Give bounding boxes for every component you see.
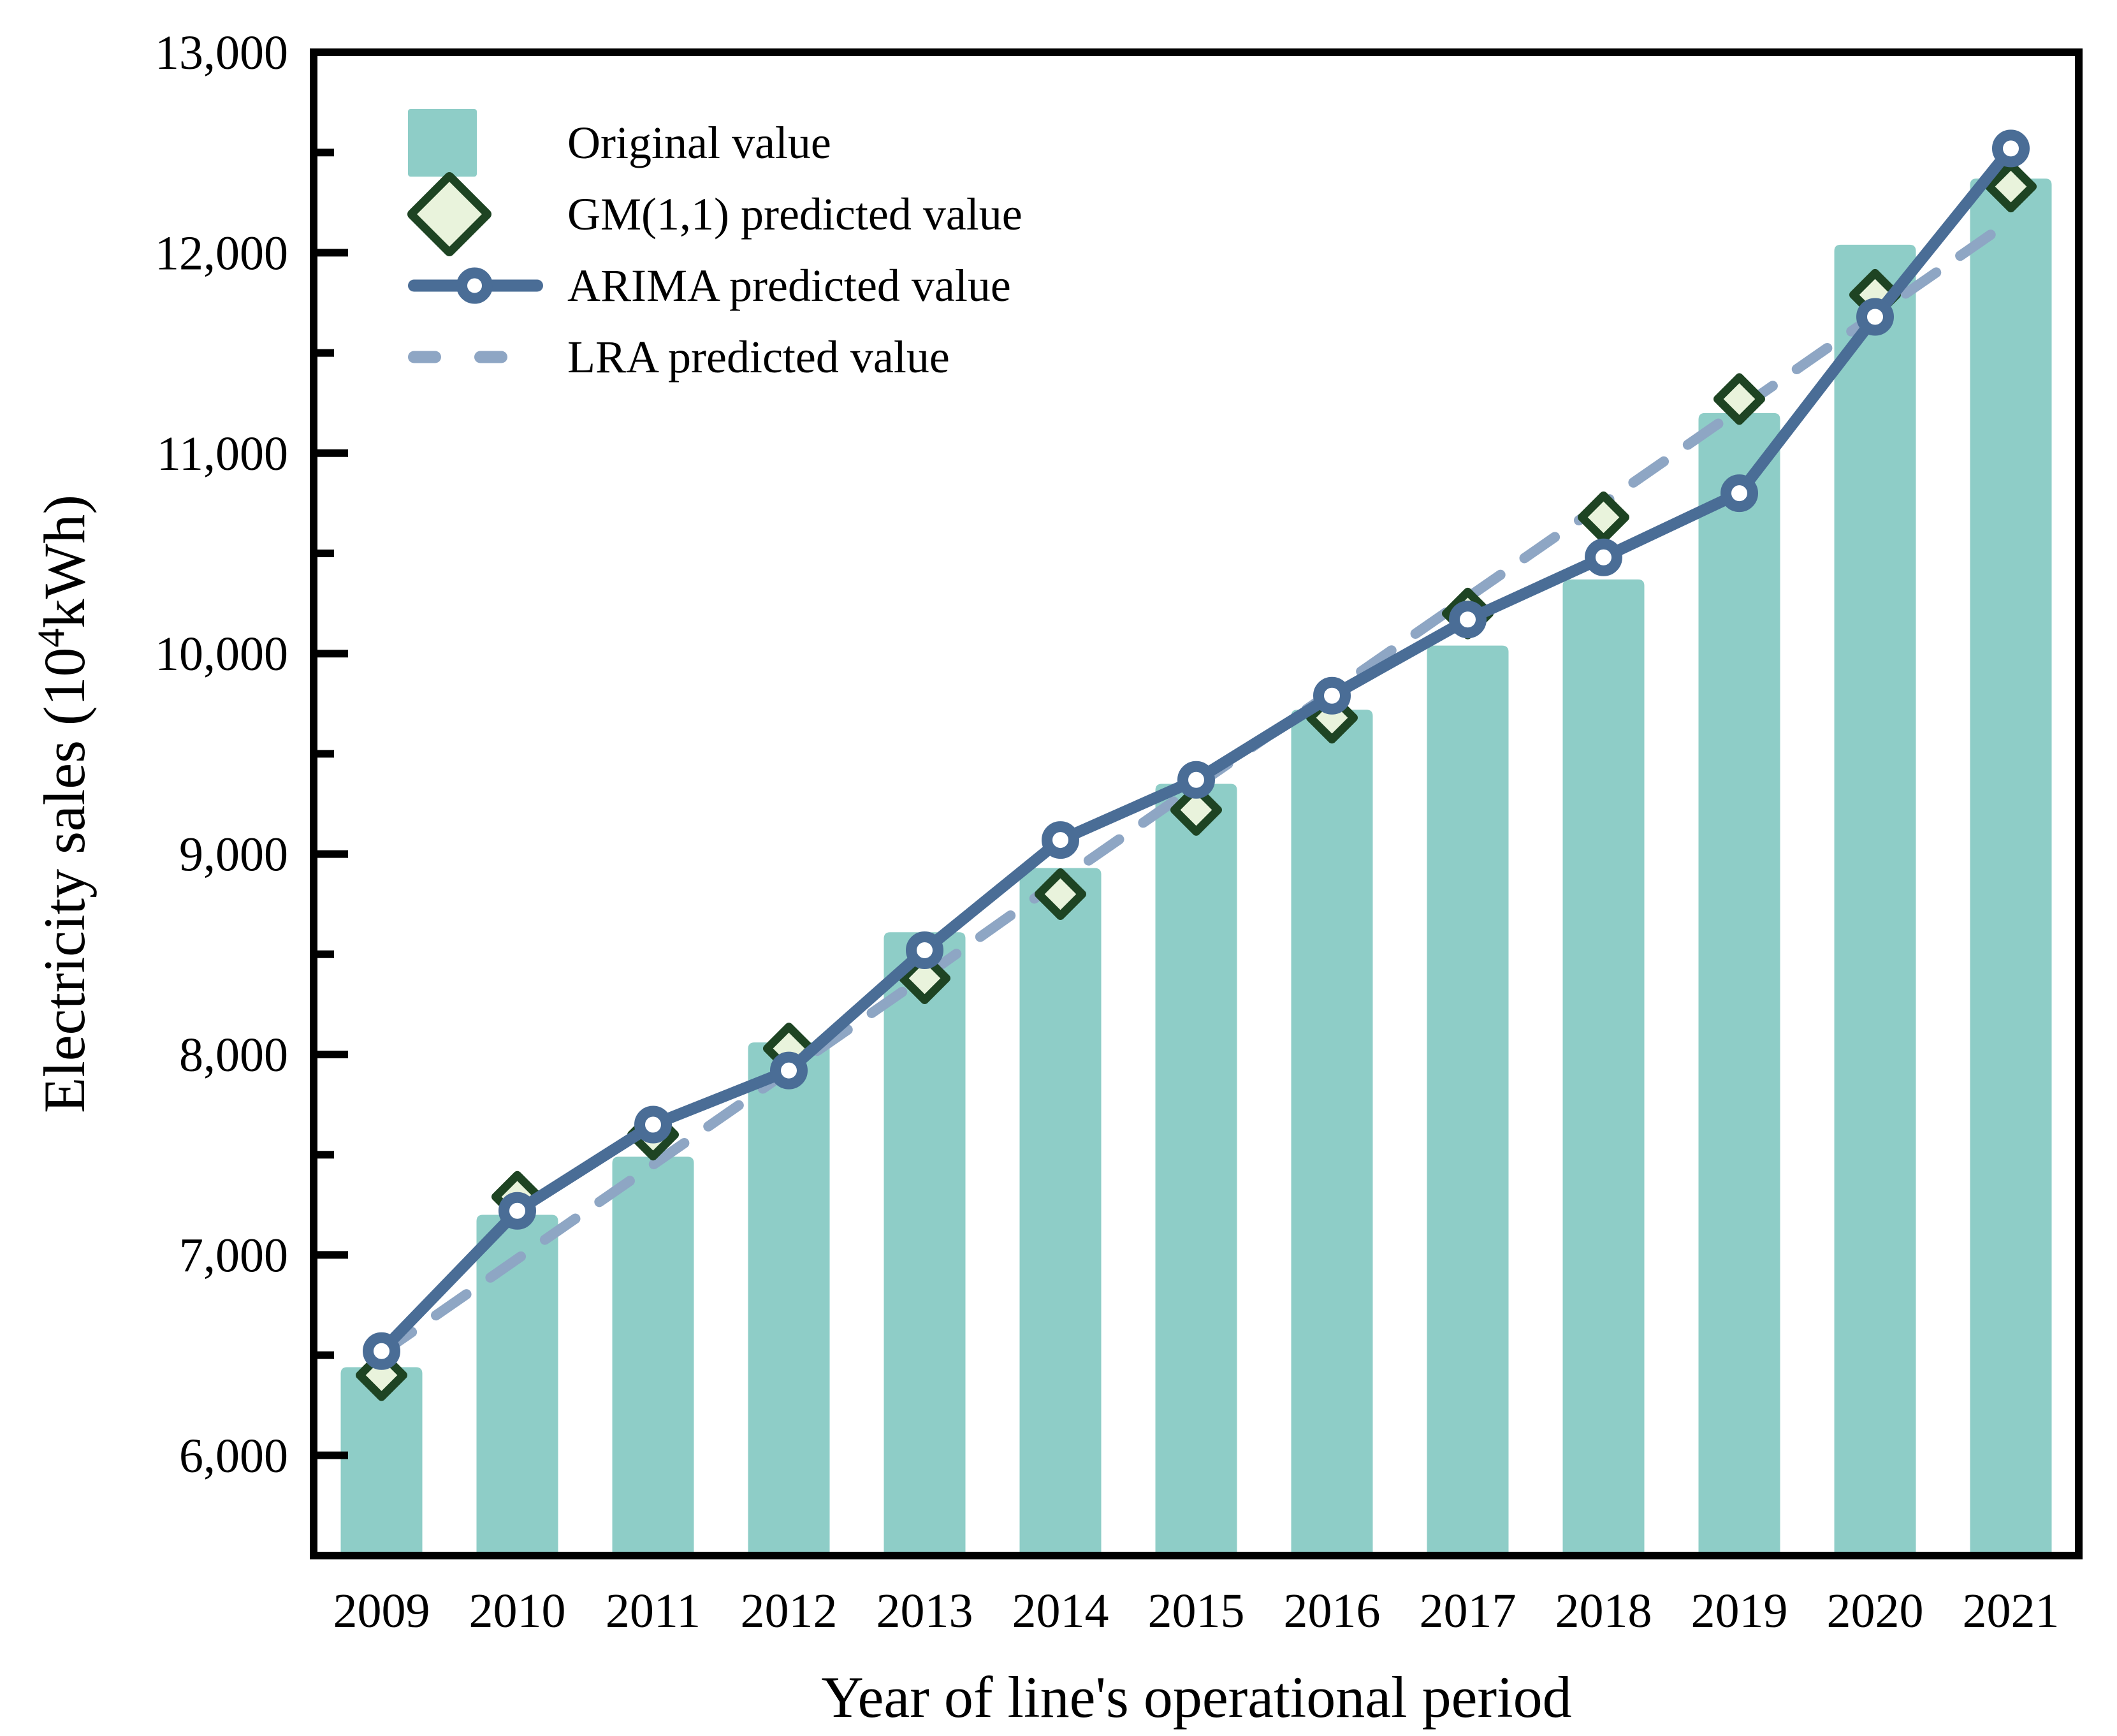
- diamond-marker-icon: [405, 170, 494, 259]
- x-tick-label-2019: 2019: [1691, 1584, 1788, 1638]
- arima-point-2009: [363, 1332, 400, 1370]
- x-axis-title: Year of line's operational period: [821, 1665, 1572, 1730]
- dash-segment-icon: [408, 351, 441, 363]
- legend-label-arima: ARIMA predicted value: [567, 259, 1011, 311]
- arima-point-2014: [1042, 821, 1079, 859]
- bar-2016: [1291, 710, 1373, 1556]
- legend-handle-arima: [408, 250, 567, 321]
- bar-2010: [476, 1214, 558, 1556]
- bar-2018: [1562, 579, 1645, 1556]
- y-axis-title-text: Electricity sales (10: [31, 647, 97, 1114]
- plot-frame: [310, 48, 2083, 1559]
- arima-point-2016: [1313, 676, 1351, 715]
- x-tick-label-2012: 2012: [741, 1584, 838, 1638]
- arima-point-2010: [498, 1192, 536, 1230]
- x-tick-label-2020: 2020: [1827, 1584, 1924, 1638]
- y-tick-label-11000: 11,000: [157, 427, 288, 481]
- gm-diamond-2021: [1985, 161, 2037, 213]
- arima-point-2011: [634, 1105, 672, 1144]
- arima-point-2020: [1856, 298, 1894, 336]
- y-tick-label-10000: 10,000: [155, 627, 288, 681]
- x-tick-label-2017: 2017: [1420, 1584, 1517, 1638]
- x-tick-label-2014: 2014: [1012, 1584, 1109, 1638]
- x-tick-label-2018: 2018: [1555, 1584, 1652, 1638]
- arima-point-2017: [1449, 601, 1487, 639]
- bar-2019: [1698, 412, 1780, 1556]
- arima-point-2019: [1721, 474, 1758, 513]
- bar-2011: [612, 1156, 694, 1556]
- circle-marker-icon: [456, 267, 493, 304]
- bar-swatch-icon: [408, 109, 477, 177]
- legend-label-original: Original value: [567, 117, 831, 168]
- arima-point-2015: [1177, 761, 1215, 799]
- legend-item-lra: LRA predicted value: [408, 321, 1022, 393]
- arima-point-2018: [1585, 538, 1622, 576]
- legend-handle-gm11: [405, 170, 567, 259]
- dash-segment-icon: [474, 351, 507, 363]
- y-tick-label-12000: 12,000: [155, 226, 288, 280]
- bar-2015: [1155, 784, 1237, 1556]
- arima-point-2012: [770, 1051, 808, 1090]
- y-tick-label-7000: 7,000: [179, 1229, 288, 1282]
- gm-diamond-2019: [1713, 373, 1765, 425]
- y-tick-label-9000: 9,000: [179, 828, 288, 882]
- gm-diamond-2018: [1578, 491, 1629, 543]
- legend: Original value GM(1,1) predicted value A…: [405, 107, 1022, 393]
- legend-handle-lra: [408, 321, 567, 393]
- legend-label-lra: LRA predicted value: [567, 331, 950, 383]
- bar-2013: [884, 932, 966, 1556]
- arima-point-2021: [1992, 129, 2030, 168]
- y-axis-title: Electricity sales (104kWh): [29, 495, 98, 1113]
- gm-diamond-2015: [1170, 784, 1222, 836]
- x-tick-label-2009: 2009: [333, 1584, 430, 1638]
- y-tick-label-8000: 8,000: [179, 1028, 288, 1082]
- legend-item-arima: ARIMA predicted value: [408, 250, 1022, 321]
- legend-handle-original: [408, 107, 567, 179]
- y-tick-label-13000: 13,000: [155, 26, 288, 80]
- bar-2012: [748, 1042, 830, 1556]
- x-tick-label-2013: 2013: [877, 1584, 973, 1638]
- legend-item-gm11: GM(1,1) predicted value: [405, 170, 1022, 259]
- gm-diamond-2014: [1035, 868, 1086, 920]
- bar-2014: [1019, 868, 1102, 1556]
- arima-point-2013: [906, 931, 943, 970]
- y-axis-title-superscript: 4: [30, 628, 73, 648]
- x-tick-label-2021: 2021: [1963, 1584, 2060, 1638]
- x-tick-label-2011: 2011: [606, 1584, 701, 1638]
- x-tick-label-2010: 2010: [469, 1584, 566, 1638]
- legend-item-original-value: Original value: [408, 107, 1022, 179]
- y-tick-label-6000: 6,000: [179, 1429, 288, 1483]
- y-axis-title-unit: kWh): [31, 494, 97, 629]
- legend-label-gm11: GM(1,1) predicted value: [567, 188, 1022, 240]
- x-tick-label-2015: 2015: [1148, 1584, 1245, 1638]
- bar-2020: [1834, 244, 1916, 1556]
- bar-2009: [340, 1367, 423, 1556]
- x-tick-label-2016: 2016: [1284, 1584, 1381, 1638]
- bar-2017: [1427, 645, 1509, 1556]
- bar-2021: [1970, 179, 2052, 1556]
